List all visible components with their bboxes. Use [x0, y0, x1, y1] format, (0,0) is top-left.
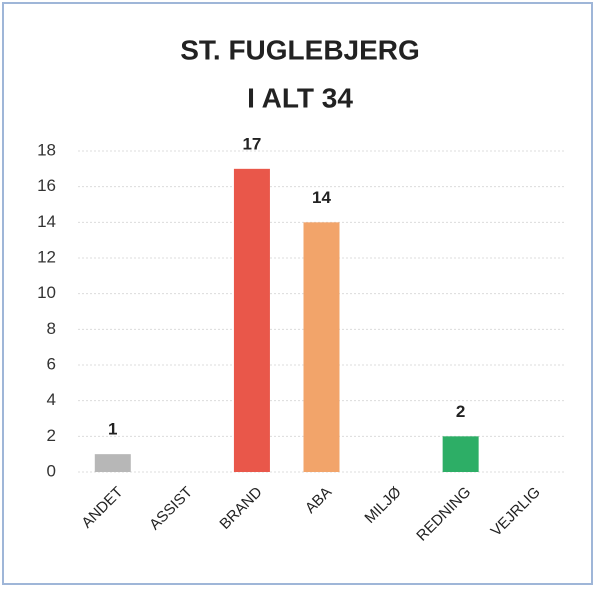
bar: [94, 454, 131, 472]
value-label: 14: [312, 188, 331, 207]
y-tick-label: 16: [37, 176, 56, 195]
value-label: 1: [108, 420, 117, 439]
y-tick-label: 6: [47, 354, 56, 373]
bar: [442, 436, 479, 472]
bar: [233, 168, 270, 473]
chart-frame: [2, 2, 593, 585]
y-tick-label: 18: [37, 140, 56, 159]
y-tick-label: 0: [47, 461, 56, 480]
chart-title: ST. FUGLEBJERG: [180, 34, 420, 65]
y-tick-label: 12: [37, 247, 56, 266]
y-tick-label: 8: [47, 319, 56, 338]
bar: [303, 222, 340, 472]
value-label: 2: [456, 402, 465, 421]
y-tick-label: 10: [37, 283, 56, 302]
y-tick-label: 14: [37, 212, 56, 231]
chart-subtitle: I ALT 34: [247, 82, 353, 113]
y-tick-label: 2: [47, 426, 56, 445]
value-label: 17: [242, 134, 261, 153]
y-tick-label: 4: [47, 390, 56, 409]
